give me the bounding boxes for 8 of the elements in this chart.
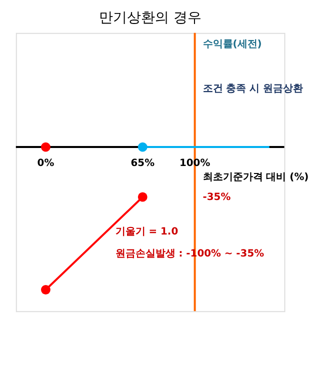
x-tick-label: 65% [130,158,155,169]
chart-title: 만기상환의 경우 [98,10,202,26]
x-axis-title: 최초기준가격 대비 (%) [202,172,309,183]
x-tick-label: 0% [37,158,54,169]
annotation: -35% [202,192,231,203]
text: 조건 충족 시 원금상환 [202,83,304,94]
text: 수익률(세전) [202,38,262,50]
annotation: 기울기 = 1.0 [115,226,178,238]
